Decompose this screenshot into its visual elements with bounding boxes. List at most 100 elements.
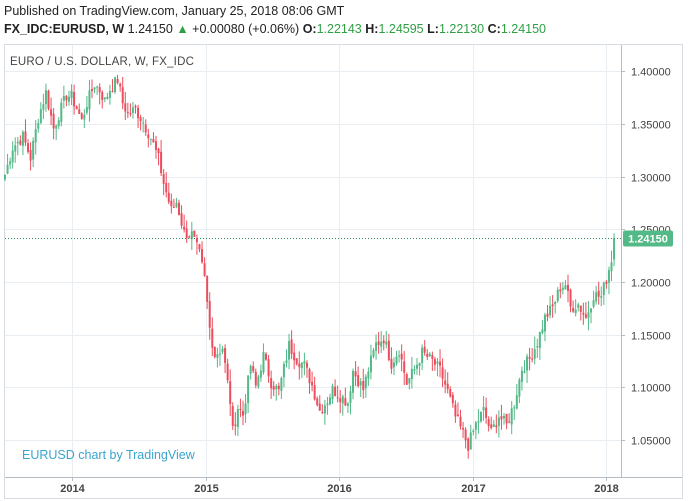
candle-body (213, 346, 216, 358)
candle-body (170, 200, 173, 207)
candle-body (188, 236, 191, 238)
candle-body (39, 109, 42, 123)
candle-body (229, 381, 232, 405)
candle-body (400, 353, 403, 360)
candle-body (37, 123, 40, 129)
candle-body (377, 341, 380, 346)
candle-body (380, 341, 383, 347)
candle-body (75, 106, 78, 110)
candle-body (11, 150, 14, 163)
candle-body (277, 385, 280, 390)
candle-body (101, 92, 104, 100)
candle-body (477, 421, 480, 423)
candle-body (27, 143, 30, 152)
candle-body (129, 113, 132, 115)
candle-body (203, 263, 206, 276)
candle-body (454, 404, 457, 417)
candle-body (357, 375, 360, 387)
candle-body (57, 120, 60, 127)
candle-body (208, 301, 211, 328)
y-tick-label: 1.05000 (631, 436, 671, 448)
x-tick-label: 2017 (461, 483, 485, 495)
candle-body (305, 362, 308, 368)
candle-body (259, 370, 262, 378)
candle-body (492, 424, 495, 427)
candle-body (464, 429, 467, 441)
candle-body (528, 356, 531, 359)
candle-body (249, 365, 252, 374)
candle-body (436, 361, 439, 364)
candle-body (326, 403, 329, 406)
x-tick-label: 2015 (194, 483, 218, 495)
candles[interactable] (4, 74, 616, 459)
candle-body (359, 381, 362, 386)
candle-body (206, 275, 209, 302)
candle-body (538, 332, 541, 349)
high-value: 1.24595 (378, 22, 424, 36)
candle-body (344, 398, 347, 406)
candle-body (239, 408, 242, 411)
candle-body (226, 363, 229, 381)
last-price-label: 1.24150 (628, 234, 668, 246)
candle-body (131, 107, 134, 113)
published-line: Published on TradingView.com, January 25… (4, 4, 344, 18)
candle-body (293, 352, 296, 361)
price-axis[interactable]: 1.050001.100001.150001.200001.250001.300… (5, 45, 673, 477)
candle-body (543, 314, 546, 332)
candle-body (364, 376, 367, 389)
candle-body (29, 150, 32, 161)
candle-body (14, 145, 17, 152)
candle-body (462, 427, 465, 430)
low-label: L: (427, 22, 439, 36)
candle-body (73, 92, 76, 107)
candle-body (65, 95, 68, 101)
candle-body (62, 95, 65, 101)
candle-body (523, 371, 526, 373)
candle-body (446, 383, 449, 390)
time-axis[interactable]: 2014 2015 2016 2017 2018 (5, 477, 682, 495)
last-price: 1.24150 (127, 22, 173, 36)
candle-body (137, 107, 140, 119)
candle-body (590, 308, 593, 313)
candle-body (566, 284, 569, 291)
candle-body (180, 213, 183, 226)
candle-body (592, 300, 595, 307)
candle-body (482, 407, 485, 411)
candle-body (295, 358, 298, 365)
candle-body (21, 131, 24, 146)
candle-body (385, 341, 388, 345)
candle-body (554, 302, 557, 305)
close-value: 1.24150 (500, 22, 546, 36)
candle-body (572, 307, 575, 312)
candle-body (157, 148, 160, 154)
candle-body (518, 379, 521, 397)
candle-body (584, 314, 587, 318)
candle-body (216, 354, 219, 358)
last-price-badge (623, 230, 673, 247)
candle-body (349, 391, 352, 403)
candle-body (485, 407, 488, 418)
candle-body (201, 249, 204, 263)
candle-body (126, 112, 129, 114)
candle-body (190, 231, 193, 239)
candle-body (121, 87, 124, 104)
candle-body (423, 346, 426, 353)
candle-body (341, 396, 344, 404)
candle-body (487, 419, 490, 427)
tradingview-watermark[interactable]: EURUSD chart by TradingView (22, 448, 195, 462)
candle-body (418, 363, 421, 366)
chart-border (4, 44, 683, 499)
candle-body (541, 329, 544, 334)
candle-body (375, 342, 378, 351)
candle-body (50, 109, 53, 116)
candle-body (362, 380, 365, 391)
candle-body (398, 355, 401, 357)
candle-body (441, 367, 444, 379)
candle-body (405, 374, 408, 385)
candle-body (80, 113, 83, 119)
candle-body (536, 346, 539, 348)
candle-body (602, 282, 605, 296)
candle-body (313, 385, 316, 400)
ohlc-line: FX_IDC:EURUSD, W 1.24150 ▲ +0.00080 (+0.… (4, 22, 546, 36)
